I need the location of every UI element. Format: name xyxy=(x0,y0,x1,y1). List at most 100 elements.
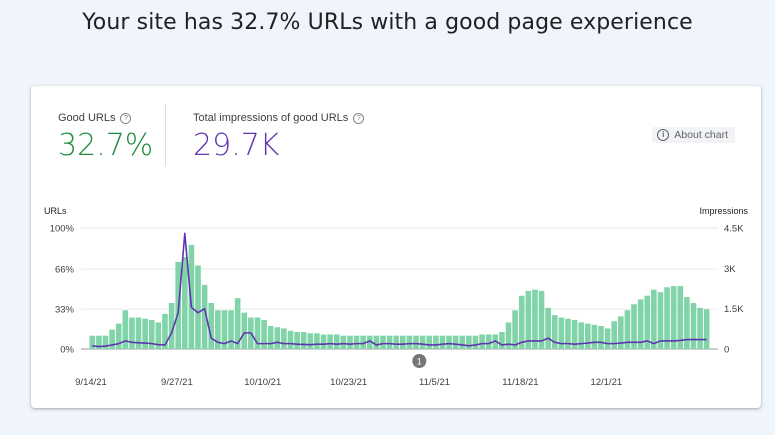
bar xyxy=(314,333,320,349)
bar xyxy=(532,289,538,349)
x-tick-label: 11/5/21 xyxy=(419,377,450,388)
bar xyxy=(327,334,333,349)
bar xyxy=(215,310,221,349)
x-tick-label: 9/14/21 xyxy=(75,377,107,388)
bar xyxy=(452,335,459,349)
bar xyxy=(413,335,419,349)
bar xyxy=(353,335,360,349)
bar xyxy=(611,321,618,349)
bar xyxy=(234,298,241,349)
right-axis-title: Impressions xyxy=(699,206,748,216)
bar xyxy=(485,334,492,349)
bar xyxy=(102,335,109,349)
right-tick-label: 3K xyxy=(724,264,736,275)
bar xyxy=(472,335,479,349)
bar xyxy=(684,296,690,349)
bar xyxy=(426,335,433,349)
bar xyxy=(538,290,545,349)
bar xyxy=(505,322,512,349)
bar xyxy=(479,334,485,349)
bar xyxy=(281,328,287,349)
metric-divider xyxy=(165,104,166,166)
bar xyxy=(135,317,142,349)
bar xyxy=(525,290,532,349)
bar xyxy=(571,319,578,349)
x-tick-label: 10/10/21 xyxy=(244,377,281,388)
bar xyxy=(89,335,96,349)
left-tick-label: 33% xyxy=(55,305,75,316)
bar xyxy=(604,328,611,349)
bar xyxy=(419,335,426,349)
bar xyxy=(446,335,452,349)
bar xyxy=(512,310,518,349)
bar xyxy=(651,289,657,349)
bar xyxy=(677,286,684,349)
left-tick-label: 100% xyxy=(50,224,75,235)
impressions-metric[interactable]: Total impressions of good URLs ? 29.7K xyxy=(193,112,365,163)
bar xyxy=(380,335,386,349)
bar xyxy=(267,326,274,349)
bar xyxy=(122,310,129,349)
bar xyxy=(499,332,505,349)
bar xyxy=(697,307,703,349)
bar xyxy=(115,323,122,349)
bar xyxy=(400,335,406,349)
right-tick-label: 4.5K xyxy=(724,224,744,235)
left-axis-title: URLs xyxy=(44,206,67,216)
bar xyxy=(320,334,327,349)
bar xyxy=(690,303,697,349)
bar xyxy=(598,326,604,349)
bar xyxy=(307,333,314,349)
bar xyxy=(148,319,155,349)
bar xyxy=(162,313,168,349)
bar xyxy=(406,335,413,349)
bar xyxy=(254,317,261,349)
annotation-marker[interactable] xyxy=(412,354,427,368)
bar xyxy=(109,329,115,349)
bar xyxy=(545,307,551,349)
bar xyxy=(644,295,651,349)
about-chart-label: About chart xyxy=(674,129,728,141)
bar xyxy=(578,322,584,349)
bar xyxy=(459,335,466,349)
bar xyxy=(333,334,340,349)
bar xyxy=(241,312,248,349)
bar xyxy=(261,319,267,349)
bar xyxy=(518,295,525,349)
bar xyxy=(439,335,446,349)
about-chart-button[interactable]: i About chart xyxy=(652,127,735,143)
impressions-label: Total impressions of good URLs xyxy=(193,112,349,124)
impressions-label-row: Total impressions of good URLs ? xyxy=(193,112,365,124)
bar xyxy=(466,335,472,349)
help-icon[interactable]: ? xyxy=(353,112,365,124)
bar xyxy=(347,335,353,349)
bar xyxy=(657,292,664,349)
help-icon[interactable]: ? xyxy=(120,112,132,124)
right-tick-label: 0 xyxy=(724,345,729,356)
bar xyxy=(584,323,591,349)
bar xyxy=(168,303,175,349)
x-tick-label: 10/23/21 xyxy=(330,377,367,388)
bar xyxy=(366,335,373,349)
impressions-line xyxy=(92,232,707,348)
bar xyxy=(300,332,307,349)
bar xyxy=(195,265,201,349)
bar xyxy=(551,315,558,349)
bar xyxy=(373,335,380,349)
bar xyxy=(129,317,135,349)
x-tick-label: 9/27/21 xyxy=(161,377,193,388)
bar xyxy=(624,310,631,349)
impressions-value: 29.7K xyxy=(193,128,280,163)
bar xyxy=(393,335,399,349)
bar xyxy=(142,318,148,349)
good-urls-metric[interactable]: Good URLs ? 32.7% xyxy=(58,112,153,163)
good-urls-value: 32.7% xyxy=(58,128,154,163)
bar xyxy=(287,330,294,349)
left-tick-label: 0% xyxy=(60,345,74,356)
bar xyxy=(591,324,598,349)
bar xyxy=(558,317,565,349)
bar xyxy=(96,335,102,349)
bar xyxy=(294,332,300,349)
bar xyxy=(360,335,366,349)
bar xyxy=(181,257,188,349)
